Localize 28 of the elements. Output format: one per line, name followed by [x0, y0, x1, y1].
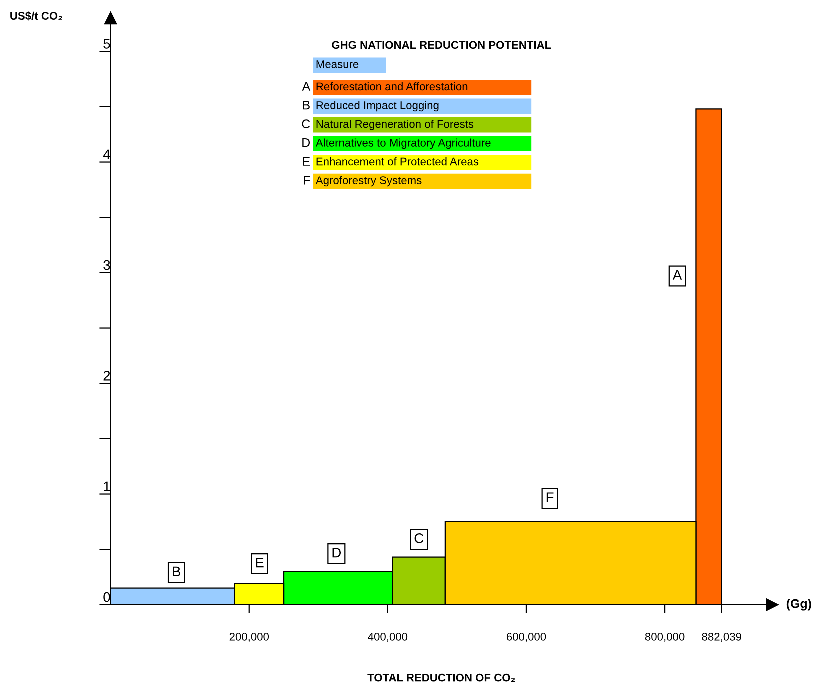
legend-title: Measure [316, 60, 359, 68]
y-axis-title: US$/t CO₂ [10, 12, 62, 21]
y-tick-label: 5 [104, 39, 110, 49]
y-tick-label: 2 [104, 371, 110, 381]
annotation: D [332, 548, 342, 558]
y-tick-label: 3 [104, 260, 110, 270]
x-tick-label: 882,039 [702, 633, 742, 642]
y-tick-label: 4 [103, 150, 110, 160]
annotation: C [414, 534, 424, 544]
text: B Reduced Impact Logging [303, 101, 439, 112]
text: GHG NATIONAL REDUCTION POTENTIAL [332, 41, 552, 50]
text: (Gg) [786, 599, 812, 611]
text: F Agroforestry Systems [304, 176, 422, 187]
annotation: A [672, 270, 682, 280]
annotation: F [546, 492, 554, 502]
y-tick-label: 1 [104, 482, 110, 492]
x-tick-label: 800,000 [645, 633, 685, 642]
x-axis-title: TOTAL REDUCTION OF CO₂ [368, 674, 516, 682]
x-tick-label: 200,000 [230, 633, 270, 642]
text: A Reforestation and Afforestation [302, 82, 468, 91]
text: C Natural Regeneration of Forests [302, 120, 474, 130]
annotation: B [173, 566, 181, 576]
x-tick-label: 600,000 [506, 633, 546, 642]
annotation: E [256, 558, 264, 568]
x-tick-label: 400,000 [368, 633, 408, 642]
y-tick-label: 0 [104, 592, 110, 602]
text: E Enhancement of Protected Areas [303, 157, 479, 166]
text: D Alternatives to Migratory Agriculture [302, 138, 491, 150]
